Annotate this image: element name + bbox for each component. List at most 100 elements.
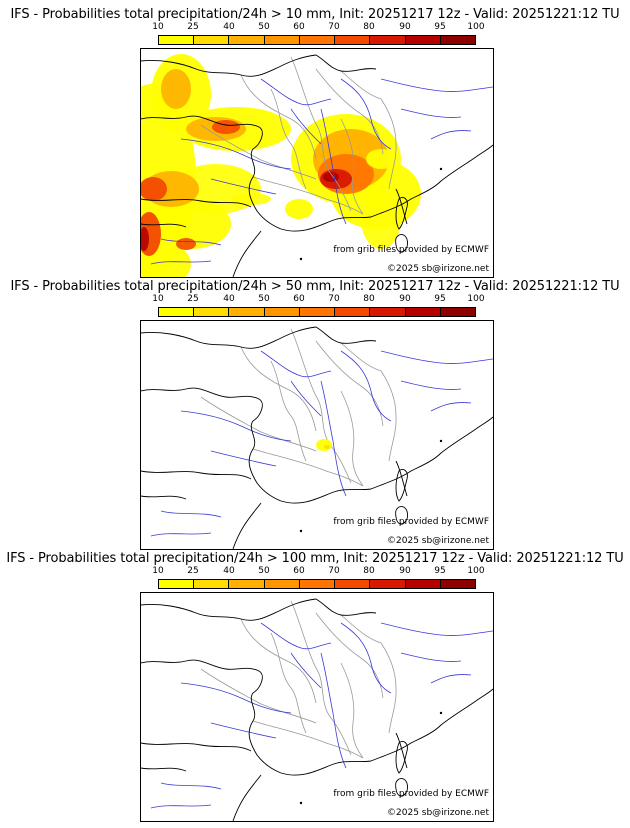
color-scale-bar [158,35,476,45]
admin-border [240,74,317,160]
scale-label: 100 [467,566,485,576]
scale-labels: 10 25 40 50 60 70 80 90 95 100 [140,22,500,34]
map-canvas [141,54,493,277]
coastline [141,495,187,500]
river [260,78,332,106]
scale-label: 25 [187,294,199,304]
island-corsica [395,196,408,230]
river [290,108,322,145]
scale-label: 50 [258,294,270,304]
scale-label: 90 [399,294,411,304]
precip-area [316,439,332,451]
scale-swatch-8 [440,580,475,588]
scale-swatch-3 [264,308,300,316]
small-island [299,257,303,261]
scale-label: 70 [328,22,340,32]
scale-label: 80 [363,566,375,576]
precip-map: from grib files provided by ECMWF ©2025 … [140,592,494,822]
scale-label: 40 [223,566,235,576]
scale-swatch-5 [335,308,371,316]
river [430,402,472,412]
coastline [141,470,252,480]
precip-area [141,177,167,201]
river [150,532,212,537]
scale-swatch-0 [159,36,195,44]
scale-label: 40 [223,22,235,32]
island-corsica [395,468,408,502]
small-island [439,711,443,715]
coastline [370,416,493,490]
scale-swatch-6 [370,580,406,588]
scale-label: 80 [363,22,375,32]
scale-swatch-8 [440,308,475,316]
scale-label: 70 [328,566,340,576]
precip-area [324,445,330,449]
precip-area [151,199,231,249]
admin-border [200,668,317,724]
precip-area [285,199,313,219]
scale-labels: 10 25 40 50 60 70 80 90 95 100 [140,566,500,578]
scale-swatch-4 [299,308,336,316]
scale-swatch-3 [264,580,300,588]
river [290,652,322,689]
scale-swatch-4 [299,580,336,588]
map-panel-100mm: IFS - Probabilities total precipitation/… [0,544,630,822]
scale-label: 25 [187,22,199,32]
color-scale-bar [158,579,476,589]
coastline [232,230,262,277]
coastline [370,144,493,218]
scale-label: 95 [434,566,446,576]
scale-swatch-7 [405,580,441,588]
scale-label: 100 [467,22,485,32]
admin-border [240,618,317,704]
admin-border [380,98,397,190]
river [400,652,462,662]
coastline [141,223,187,228]
scale-swatch-0 [159,308,195,316]
copyright-credit: ©2025 sb@irizone.net [387,264,489,274]
scale-label: 95 [434,22,446,32]
small-island [439,167,443,171]
panel-title: IFS - Probabilities total precipitation/… [10,7,620,22]
map-canvas [141,326,493,549]
river [260,350,332,378]
river [340,78,392,150]
scale-label: 10 [152,294,164,304]
panel-title: IFS - Probabilities total precipitation/… [6,551,624,566]
admin-border [270,88,307,190]
river [430,674,472,684]
precip-map: from grib files provided by ECMWF ©2025 … [140,48,494,278]
source-credit: from grib files provided by ECMWF [333,789,489,799]
river [340,622,392,694]
river [380,350,493,364]
admin-border [380,370,397,462]
river [400,380,462,390]
river [160,238,222,246]
coastline [395,732,408,769]
scale-swatch-2 [229,308,265,316]
river [150,260,212,265]
precip-map: from grib files provided by ECMWF ©2025 … [140,320,494,550]
scale-swatch-1 [194,308,230,316]
admin-border [340,118,364,215]
river [180,682,292,714]
river [180,138,292,170]
scale-label: 60 [293,294,305,304]
admin-border [240,346,317,432]
coastline [141,598,317,621]
admin-border [340,662,364,759]
color-scale-bar [158,307,476,317]
scale-label: 90 [399,22,411,32]
scale-swatch-7 [405,308,441,316]
scale-label: 40 [223,294,235,304]
admin-border [252,720,364,759]
admin-border [340,342,382,372]
scale-label: 90 [399,566,411,576]
river [430,130,472,140]
scale-swatch-7 [405,36,441,44]
scale-label: 25 [187,566,199,576]
river [260,622,332,650]
scale-label: 60 [293,22,305,32]
admin-border [252,176,364,215]
small-island [439,439,443,443]
